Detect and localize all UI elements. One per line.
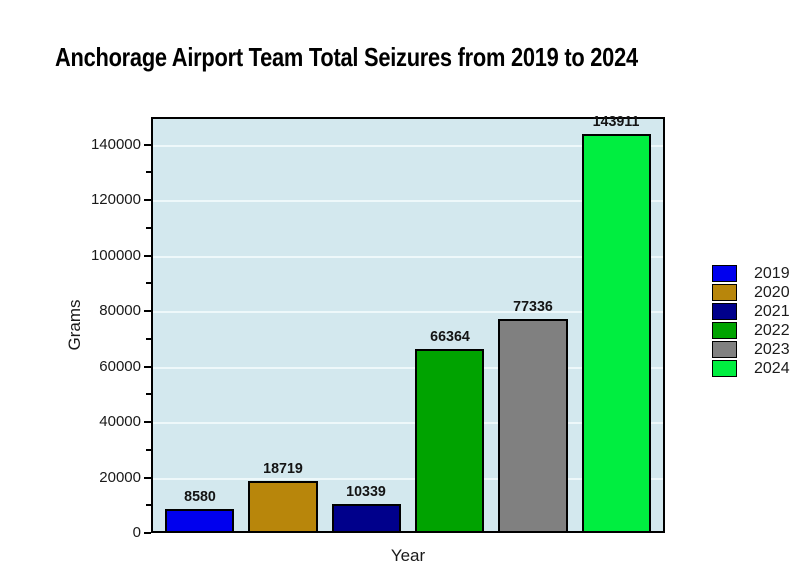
legend-item-2021: 2021 [712,302,790,321]
y-tick-major [144,365,151,368]
legend: 2019 2020 2021 2022 2023 2024 [712,264,790,378]
value-label-2020: 18719 [263,460,303,478]
x-axis-label: Year [390,546,426,565]
y-tick-minor [146,282,151,285]
legend-item-2023: 2023 [712,340,790,359]
y-tick-minor [146,171,151,174]
legend-swatch-2023 [712,341,737,358]
gridline [153,366,663,369]
bar-2023 [498,318,568,533]
value-label-2019: 8580 [183,488,216,506]
y-tick-major [144,199,151,202]
legend-label: 2020 [754,284,790,301]
legend-item-2022: 2022 [712,321,790,340]
chart-title: Anchorage Airport Team Total Seizures fr… [55,42,638,72]
y-tick-major [144,310,151,313]
y-tick-major [144,532,151,534]
legend-item-2020: 2020 [712,283,790,302]
legend-label: 2022 [754,322,790,339]
plot-area [151,117,665,533]
y-tick-label: 80000 [99,302,141,320]
y-tick-major [144,476,151,479]
gridline [153,311,663,314]
legend-swatch-2020 [712,284,737,301]
y-tick-major [144,421,151,424]
bar-2024 [581,133,652,533]
y-tick-label: 60000 [99,357,141,375]
legend-item-2024: 2024 [712,359,790,378]
gridline [153,477,663,480]
legend-label: 2021 [754,303,790,320]
legend-swatch-2024 [712,360,737,377]
y-tick-major [144,254,151,257]
legend-swatch-2021 [712,303,737,320]
y-tick-minor [146,226,151,229]
y-tick-minor [146,448,151,451]
bar-2019 [164,509,235,533]
y-tick-label: 120000 [90,191,141,209]
y-tick-minor [146,504,151,507]
value-label-2023: 77336 [513,297,553,315]
legend-swatch-2022 [712,322,737,339]
legend-swatch-2019 [712,265,737,282]
y-tick-minor [146,337,151,340]
y-tick-label: 40000 [99,413,141,431]
bar-2022 [414,348,485,533]
gridline [153,255,663,258]
bar-2021 [331,504,402,533]
value-label-2021: 10339 [346,483,387,501]
y-tick-minor [146,393,151,396]
value-label-2022: 66364 [429,327,470,345]
legend-label: 2023 [754,341,790,358]
legend-item-2019: 2019 [712,264,790,283]
legend-label: 2019 [754,265,790,282]
gridline [153,200,663,203]
y-tick-major [144,143,151,146]
legend-label: 2024 [754,360,790,377]
y-tick-label: 0 [132,524,141,541]
gridline [153,144,663,147]
bar-2020 [248,481,318,533]
gridline [153,422,663,425]
y-tick-label: 20000 [99,468,141,486]
y-tick-label: 100000 [90,246,141,264]
value-label-2024: 143911 [592,112,640,130]
y-tick-label: 140000 [90,135,141,153]
